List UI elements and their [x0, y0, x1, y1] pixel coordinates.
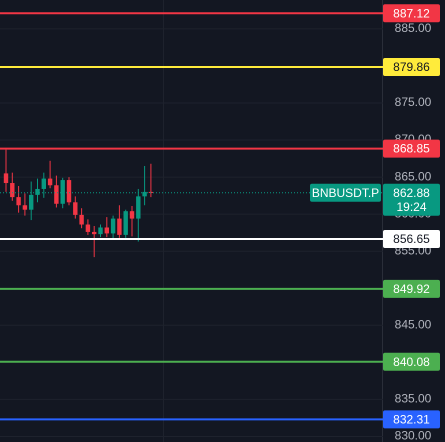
last-price-label: 862.88: [393, 186, 430, 200]
y-tick-label: 835.00: [395, 392, 432, 406]
level-label-box: [383, 410, 440, 429]
candle-body: [98, 227, 103, 235]
level-label-box: [383, 279, 440, 298]
candle-body: [79, 214, 84, 225]
level-label-box: [383, 57, 440, 76]
candle-body: [41, 178, 46, 189]
level-label: 879.86: [393, 60, 430, 74]
symbol-label: BNBUSDT.P: [312, 186, 379, 200]
candle-body: [73, 202, 78, 215]
symbol-label-box: [310, 183, 381, 202]
candle-body: [85, 224, 91, 232]
candle-body: [3, 173, 9, 184]
candle-body: [123, 211, 128, 235]
candle-body: [47, 178, 53, 186]
candle-body: [54, 185, 59, 204]
candle-body: [104, 227, 109, 234]
candle-body: [142, 191, 147, 197]
candle-body: [117, 218, 122, 235]
candle-body: [66, 180, 72, 203]
candle-body: [16, 197, 21, 206]
level-label-box: [383, 352, 440, 371]
level-label-box: [383, 4, 440, 23]
y-tick-label: 830.00: [395, 429, 432, 442]
level-label-box: [383, 139, 440, 158]
level-label: 840.08: [393, 355, 430, 369]
level-label: 849.92: [393, 282, 430, 296]
candle-body: [110, 218, 116, 234]
y-tick-label: 845.00: [395, 317, 432, 331]
last-price-box: [383, 183, 440, 216]
level-label: 868.85: [393, 142, 430, 156]
y-tick-label: 865.00: [395, 169, 432, 183]
y-tick-label: 885.00: [395, 21, 432, 35]
level-label: 832.31: [393, 412, 430, 426]
candle-body: [60, 180, 65, 204]
candle-body: [92, 231, 97, 235]
candle-body: [129, 211, 135, 219]
level-label-box: [383, 229, 440, 248]
candle-body: [35, 188, 40, 195]
y-tick-label: 875.00: [395, 95, 432, 109]
candle-body: [136, 196, 141, 219]
level-label: 856.65: [393, 232, 430, 246]
candle-body: [29, 194, 34, 210]
level-label: 887.12: [393, 6, 430, 20]
countdown-label: 19:24: [396, 200, 426, 214]
candle-body: [10, 183, 15, 198]
candle-body: [22, 205, 28, 210]
